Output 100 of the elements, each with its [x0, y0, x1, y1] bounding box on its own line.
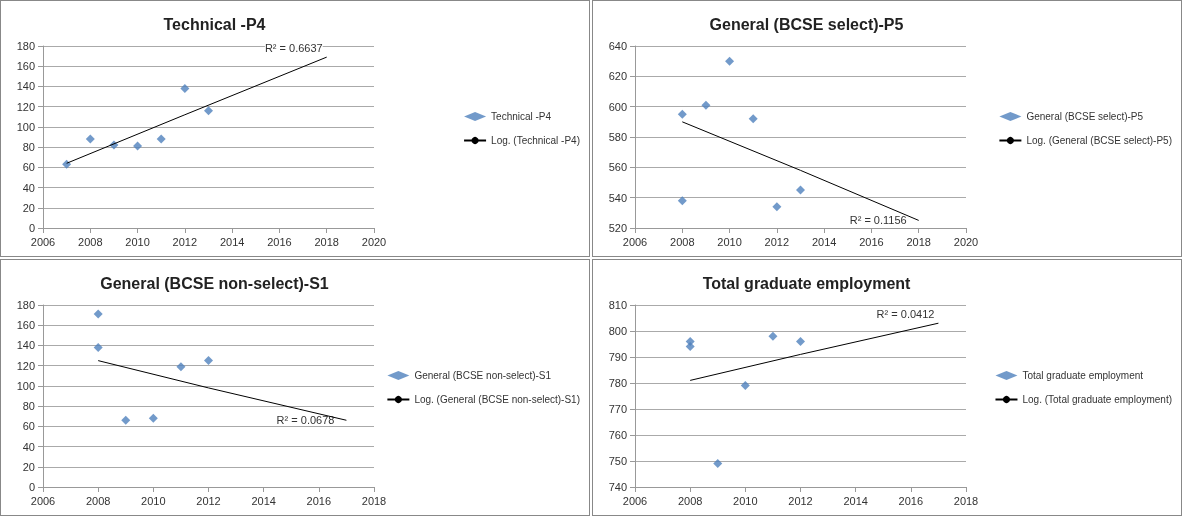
- x-tick-label: 2008: [677, 494, 703, 507]
- y-tick-label: 180: [16, 299, 35, 311]
- point: [180, 83, 190, 93]
- point: [796, 336, 805, 346]
- point: [740, 381, 750, 391]
- y-tick-label: 120: [16, 359, 35, 372]
- x-tick-label: 2010: [125, 235, 150, 248]
- y-tick-label: 560: [608, 161, 627, 174]
- legend-label: Log. (Total graduate employment): [1022, 394, 1172, 405]
- y-tick-label: 810: [608, 299, 627, 311]
- point: [85, 134, 95, 144]
- point: [725, 56, 735, 66]
- y-tick-label: 120: [16, 100, 35, 113]
- y-tick-label: 760: [608, 429, 627, 441]
- x-tick-label: 2014: [811, 235, 837, 248]
- y-tick-label: 600: [608, 100, 627, 113]
- y-tick-label: 140: [16, 80, 35, 93]
- annotation: R² = 0.0678: [276, 414, 335, 427]
- point: [156, 134, 166, 144]
- y-tick-label: 180: [16, 40, 35, 52]
- x-tick-label: 2012: [196, 494, 221, 507]
- y-tick-label: 580: [608, 131, 627, 143]
- y-tick-label: 740: [608, 481, 627, 493]
- legend-label: General (BCSE select)-P5: [1026, 111, 1144, 122]
- point: [93, 309, 103, 319]
- point: [133, 141, 143, 151]
- x-tick-label: 2010: [733, 494, 758, 507]
- x-tick-label: 2018: [314, 235, 339, 248]
- x-tick-label: 2012: [788, 494, 813, 507]
- point: [677, 196, 687, 206]
- x-tick-label: 2006: [622, 494, 648, 507]
- y-tick-label: 20: [22, 201, 35, 214]
- x-tick-label: 2006: [30, 235, 56, 248]
- y-tick-label: 80: [22, 141, 35, 154]
- legend-label: Log. (General (BCSE select)-P5): [1026, 135, 1173, 146]
- x-tick-label: 2016: [267, 235, 292, 248]
- y-tick-label: 160: [16, 60, 35, 73]
- annotation: R² = 0.0412: [876, 307, 935, 320]
- x-tick-label: 2014: [251, 494, 276, 507]
- point: [748, 114, 758, 124]
- chart-title: General (BCSE non-select)-S1: [100, 274, 329, 292]
- x-tick-label: 2012: [764, 235, 790, 248]
- x-tick-label: 2016: [859, 235, 884, 248]
- x-tick-label: 2008: [670, 235, 695, 248]
- y-tick-label: 160: [16, 319, 35, 332]
- y-tick-label: 60: [22, 161, 35, 174]
- y-tick-label: 540: [608, 191, 627, 204]
- y-tick-label: 620: [608, 70, 627, 83]
- y-tick-label: 40: [22, 440, 35, 453]
- point: [176, 362, 186, 372]
- x-tick-label: 2008: [85, 494, 111, 507]
- x-tick-label: 2014: [219, 235, 245, 248]
- legend-label: Technical -P4: [491, 111, 552, 122]
- point: [677, 109, 687, 119]
- point: [93, 342, 103, 352]
- chart-title: General (BCSE select)-P5: [709, 15, 904, 33]
- annotation: R² = 0.6637: [264, 41, 323, 54]
- y-tick-label: 140: [16, 339, 35, 352]
- x-tick-label: 2012: [172, 235, 198, 248]
- legend-label: Log. (Technical -P4): [491, 135, 581, 146]
- x-tick-label: 2008: [78, 235, 103, 248]
- y-tick-label: 780: [608, 377, 627, 389]
- point: [121, 415, 131, 425]
- x-tick-label: 2006: [30, 494, 56, 507]
- y-tick-label: 790: [608, 351, 627, 363]
- chart-title: Total graduate employment: [702, 274, 912, 292]
- y-tick-label: 60: [22, 420, 35, 433]
- point: [768, 331, 778, 341]
- x-tick-label: 2018: [953, 494, 979, 507]
- y-tick-label: 100: [16, 379, 35, 392]
- x-tick-label: 2020: [361, 235, 387, 248]
- point: [204, 356, 213, 366]
- x-tick-label: 2006: [622, 235, 648, 248]
- point: [204, 106, 213, 116]
- y-tick-label: 640: [608, 40, 627, 52]
- y-tick-label: 770: [608, 403, 627, 415]
- point: [713, 459, 723, 469]
- y-tick-label: 520: [608, 222, 627, 234]
- x-tick-label: 2010: [141, 494, 166, 507]
- point: [772, 202, 782, 212]
- x-tick-label: 2010: [717, 235, 742, 248]
- point: [701, 100, 711, 110]
- x-tick-label: 2014: [843, 494, 868, 507]
- annotation: R² = 0.1156: [849, 214, 907, 227]
- point: [62, 159, 72, 169]
- y-tick-label: 750: [608, 455, 627, 467]
- x-tick-label: 2016: [306, 494, 332, 507]
- legend-label: General (BCSE non-select)-S1: [414, 370, 552, 381]
- legend-label: Total graduate employment: [1022, 370, 1144, 381]
- y-tick-label: 80: [22, 400, 35, 413]
- x-tick-label: 2018: [361, 494, 387, 507]
- point: [685, 342, 695, 352]
- x-tick-label: 2018: [906, 235, 931, 248]
- y-tick-label: 800: [608, 325, 627, 337]
- y-tick-label: 0: [28, 222, 35, 234]
- x-tick-label: 2020: [953, 235, 979, 248]
- y-tick-label: 0: [28, 481, 35, 493]
- y-tick-label: 20: [22, 460, 35, 473]
- legend-label: Log. (General (BCSE non-select)-S1): [414, 394, 580, 405]
- point: [796, 185, 805, 195]
